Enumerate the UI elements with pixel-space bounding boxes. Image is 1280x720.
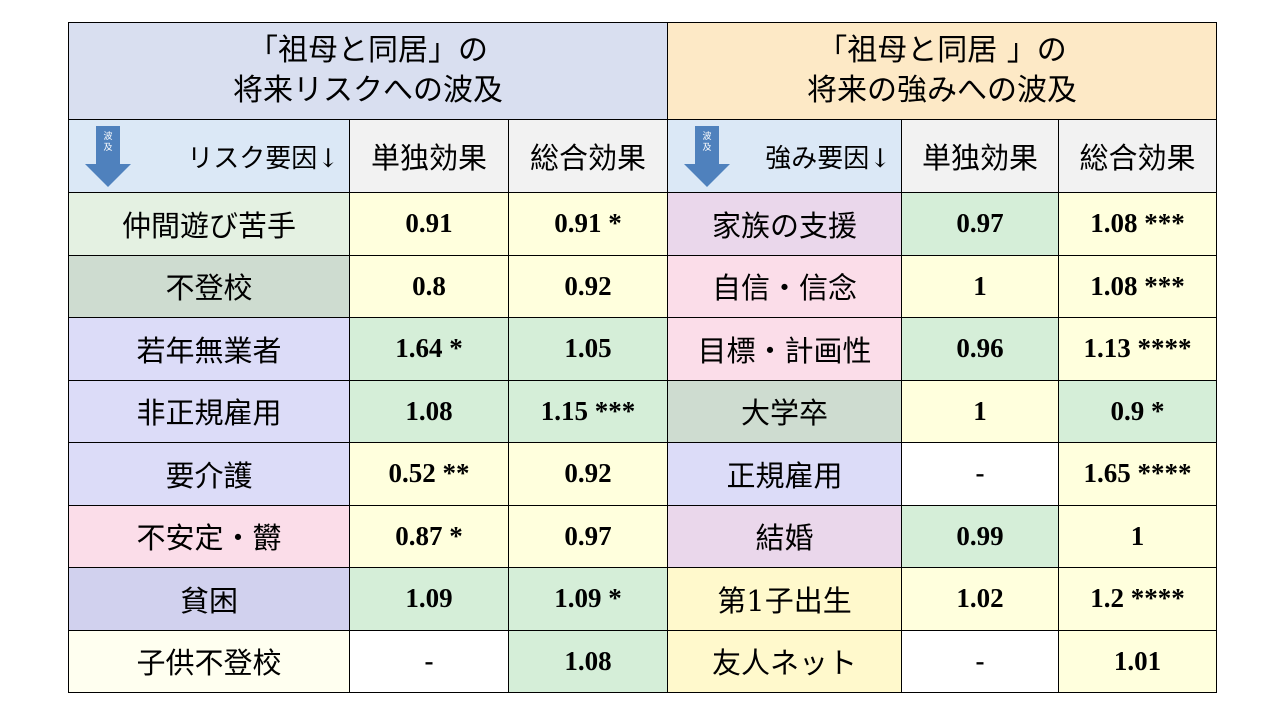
risk-factor-cell: 子供不登校 [68, 629, 350, 693]
arrow-text-2: 及 [702, 142, 711, 153]
strength-single-cell: 1 [901, 379, 1059, 443]
risk-factor-label: リスク要因↓ [187, 143, 339, 174]
table-row: 不安定・欝 0.87 * 0.97 結婚 0.99 1 [68, 504, 1217, 568]
down-arrow-icon: 波 及 [85, 126, 131, 187]
strength-factor-cell: 目標・計画性 [667, 317, 902, 381]
risk-total-cell: 1.08 [508, 629, 668, 693]
risk-single-cell: 0.52 ** [349, 442, 509, 506]
strength-factor-cell: 大学卒 [667, 379, 902, 443]
strength-factor-label: 強み要因↓ [765, 143, 891, 174]
risk-factor-cell: 仲間遊び苦手 [68, 192, 350, 256]
risk-factor-cell: 貧困 [68, 567, 350, 631]
strength-factor-cell: 家族の支援 [667, 192, 902, 256]
risk-total-cell: 1.05 [508, 317, 668, 381]
table-row: 子供不登校 - 1.08 友人ネット - 1.01 [68, 629, 1217, 693]
strength-factor-cell: 正規雇用 [667, 442, 902, 506]
strength-title-line-1: 「祖母と同居 」の [817, 33, 1067, 68]
table-row: 若年無業者 1.64 * 1.05 目標・計画性 0.96 1.13 **** [68, 317, 1217, 381]
strength-single-effect-header: 単独効果 [901, 119, 1059, 193]
arrow-text-1: 波 [103, 130, 112, 142]
risk-factor-cell: 非正規雇用 [68, 379, 350, 443]
risk-total-effect-header: 総合効果 [508, 119, 668, 193]
risk-total-cell: 0.92 [508, 254, 668, 318]
risk-title-line-2: 将来リスクへの波及 [233, 73, 503, 108]
risk-factor-cell: 不安定・欝 [68, 504, 350, 568]
risk-factor-cell: 不登校 [68, 254, 350, 318]
strength-single-cell: 1 [901, 254, 1059, 318]
arrow-text-1: 波 [702, 130, 711, 142]
table-row: 非正規雇用 1.08 1.15 *** 大学卒 1 0.9 * [68, 379, 1217, 443]
strength-total-effect-header: 総合効果 [1058, 119, 1217, 193]
risk-single-cell: 1.09 [349, 567, 509, 631]
strength-factor-cell: 結婚 [667, 504, 902, 568]
strength-single-cell: - [901, 629, 1059, 693]
risk-single-cell: 0.91 [349, 192, 509, 256]
strength-total-cell: 1.65 **** [1058, 442, 1217, 506]
strength-factor-cell: 第1子出生 [667, 567, 902, 631]
effects-table: 「祖母と同居」の 将来リスクへの波及 「祖母と同居 」の 将来の強みへの波及 波… [68, 22, 1217, 693]
strength-single-cell: - [901, 442, 1059, 506]
table-row: 要介護 0.52 ** 0.92 正規雇用 - 1.65 **** [68, 442, 1217, 506]
strength-title-line-2: 将来の強みへの波及 [807, 73, 1077, 108]
strength-total-cell: 1.08 *** [1058, 254, 1217, 318]
strength-section-title: 「祖母と同居 」の 将来の強みへの波及 [667, 22, 1217, 120]
risk-title-line-1: 「祖母と同居」の [248, 33, 488, 68]
strength-factor-header: 波 及 強み要因↓ [667, 119, 902, 193]
risk-total-cell: 0.91 * [508, 192, 668, 256]
risk-section-title: 「祖母と同居」の 将来リスクへの波及 [68, 22, 668, 120]
risk-factor-header: 波 及 リスク要因↓ [68, 119, 350, 193]
risk-single-cell: 0.87 * [349, 504, 509, 568]
strength-total-cell: 1.01 [1058, 629, 1217, 693]
strength-total-cell: 0.9 * [1058, 379, 1217, 443]
strength-total-cell: 1.2 **** [1058, 567, 1217, 631]
arrow-text-2: 及 [103, 142, 112, 153]
table-row: 貧困 1.09 1.09 * 第1子出生 1.02 1.2 **** [68, 567, 1217, 631]
strength-total-cell: 1.08 *** [1058, 192, 1217, 256]
table-row: 不登校 0.8 0.92 自信・信念 1 1.08 *** [68, 254, 1217, 318]
strength-single-cell: 0.99 [901, 504, 1059, 568]
strength-single-cell: 1.02 [901, 567, 1059, 631]
down-arrow-icon: 波 及 [684, 126, 730, 187]
strength-factor-cell: 自信・信念 [667, 254, 902, 318]
risk-single-cell: 0.8 [349, 254, 509, 318]
risk-total-cell: 1.15 *** [508, 379, 668, 443]
strength-single-cell: 0.96 [901, 317, 1059, 381]
risk-single-effect-header: 単独効果 [349, 119, 509, 193]
risk-factor-cell: 要介護 [68, 442, 350, 506]
strength-total-cell: 1 [1058, 504, 1217, 568]
risk-single-cell: - [349, 629, 509, 693]
risk-total-cell: 0.97 [508, 504, 668, 568]
risk-single-cell: 1.08 [349, 379, 509, 443]
risk-factor-cell: 若年無業者 [68, 317, 350, 381]
risk-total-cell: 0.92 [508, 442, 668, 506]
risk-single-cell: 1.64 * [349, 317, 509, 381]
strength-factor-cell: 友人ネット [667, 629, 902, 693]
strength-total-cell: 1.13 **** [1058, 317, 1217, 381]
risk-total-cell: 1.09 * [508, 567, 668, 631]
table-row: 仲間遊び苦手 0.91 0.91 * 家族の支援 0.97 1.08 *** [68, 192, 1217, 256]
strength-single-cell: 0.97 [901, 192, 1059, 256]
